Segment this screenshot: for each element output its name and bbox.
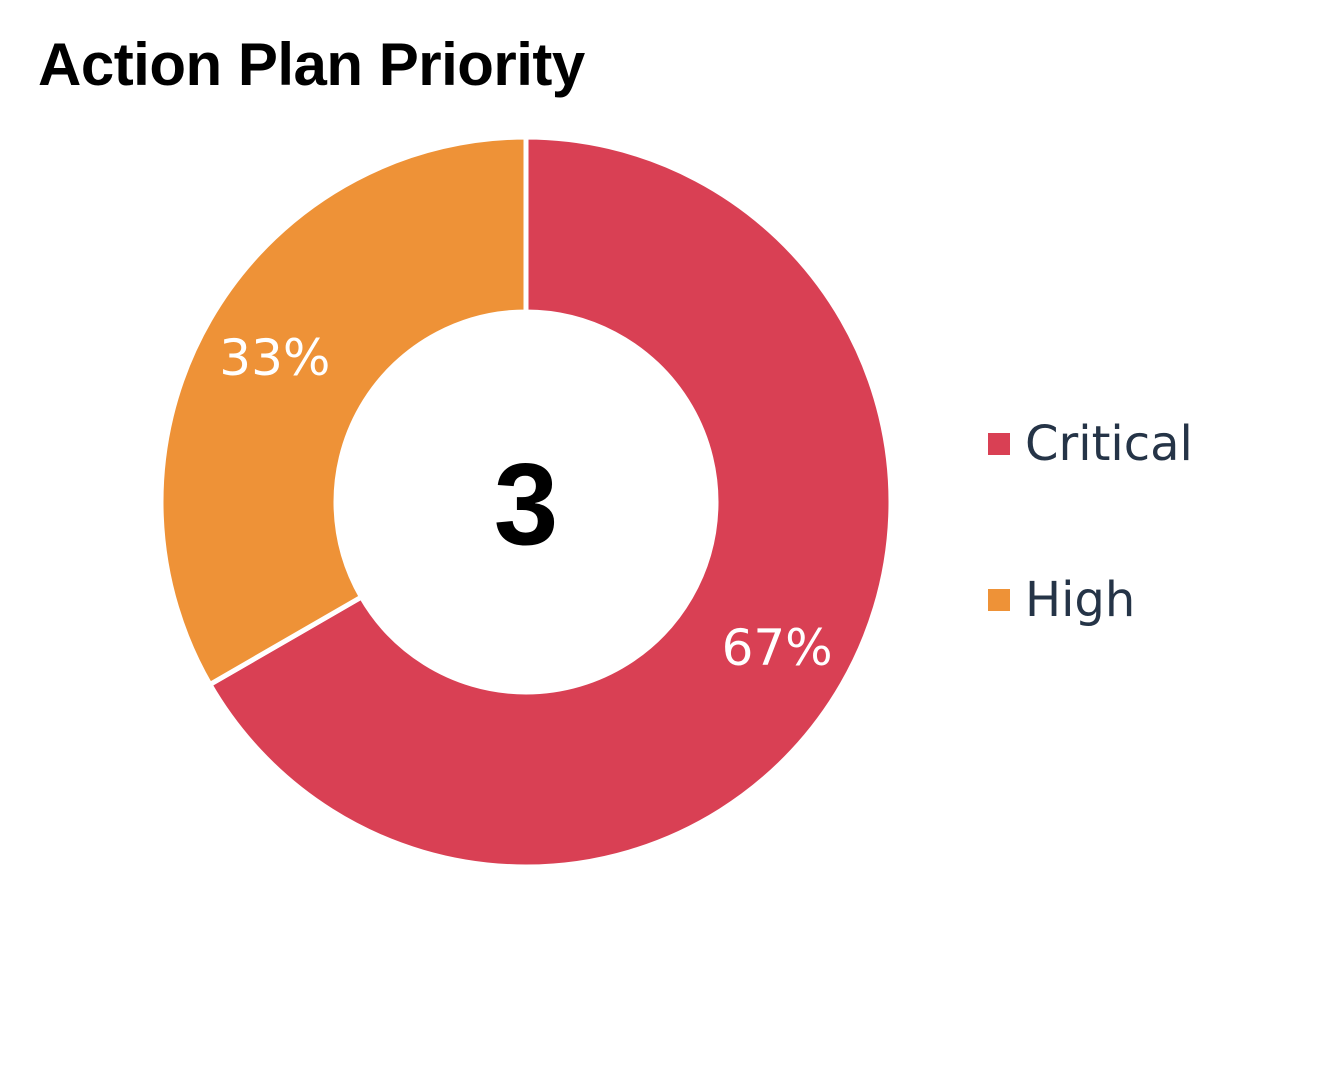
center-total-label: 3 xyxy=(494,439,559,569)
legend-label-critical: Critical xyxy=(1025,416,1193,472)
donut-slices xyxy=(158,134,894,870)
legend-label-high: High xyxy=(1025,572,1136,628)
chart-title: Action Plan Priority xyxy=(38,31,585,98)
slice-labels: 67% 33% xyxy=(219,329,832,677)
slice-label-high: 33% xyxy=(219,329,330,387)
legend-swatch-high xyxy=(988,589,1010,611)
donut-slice-critical[interactable] xyxy=(206,134,894,870)
legend-item-high[interactable]: High xyxy=(988,566,1193,634)
donut-slice-high[interactable] xyxy=(158,134,529,688)
legend: Critical High xyxy=(988,410,1193,722)
legend-swatch-critical xyxy=(988,433,1010,455)
legend-item-critical[interactable]: Critical xyxy=(988,410,1193,478)
slice-label-critical: 67% xyxy=(722,619,833,677)
